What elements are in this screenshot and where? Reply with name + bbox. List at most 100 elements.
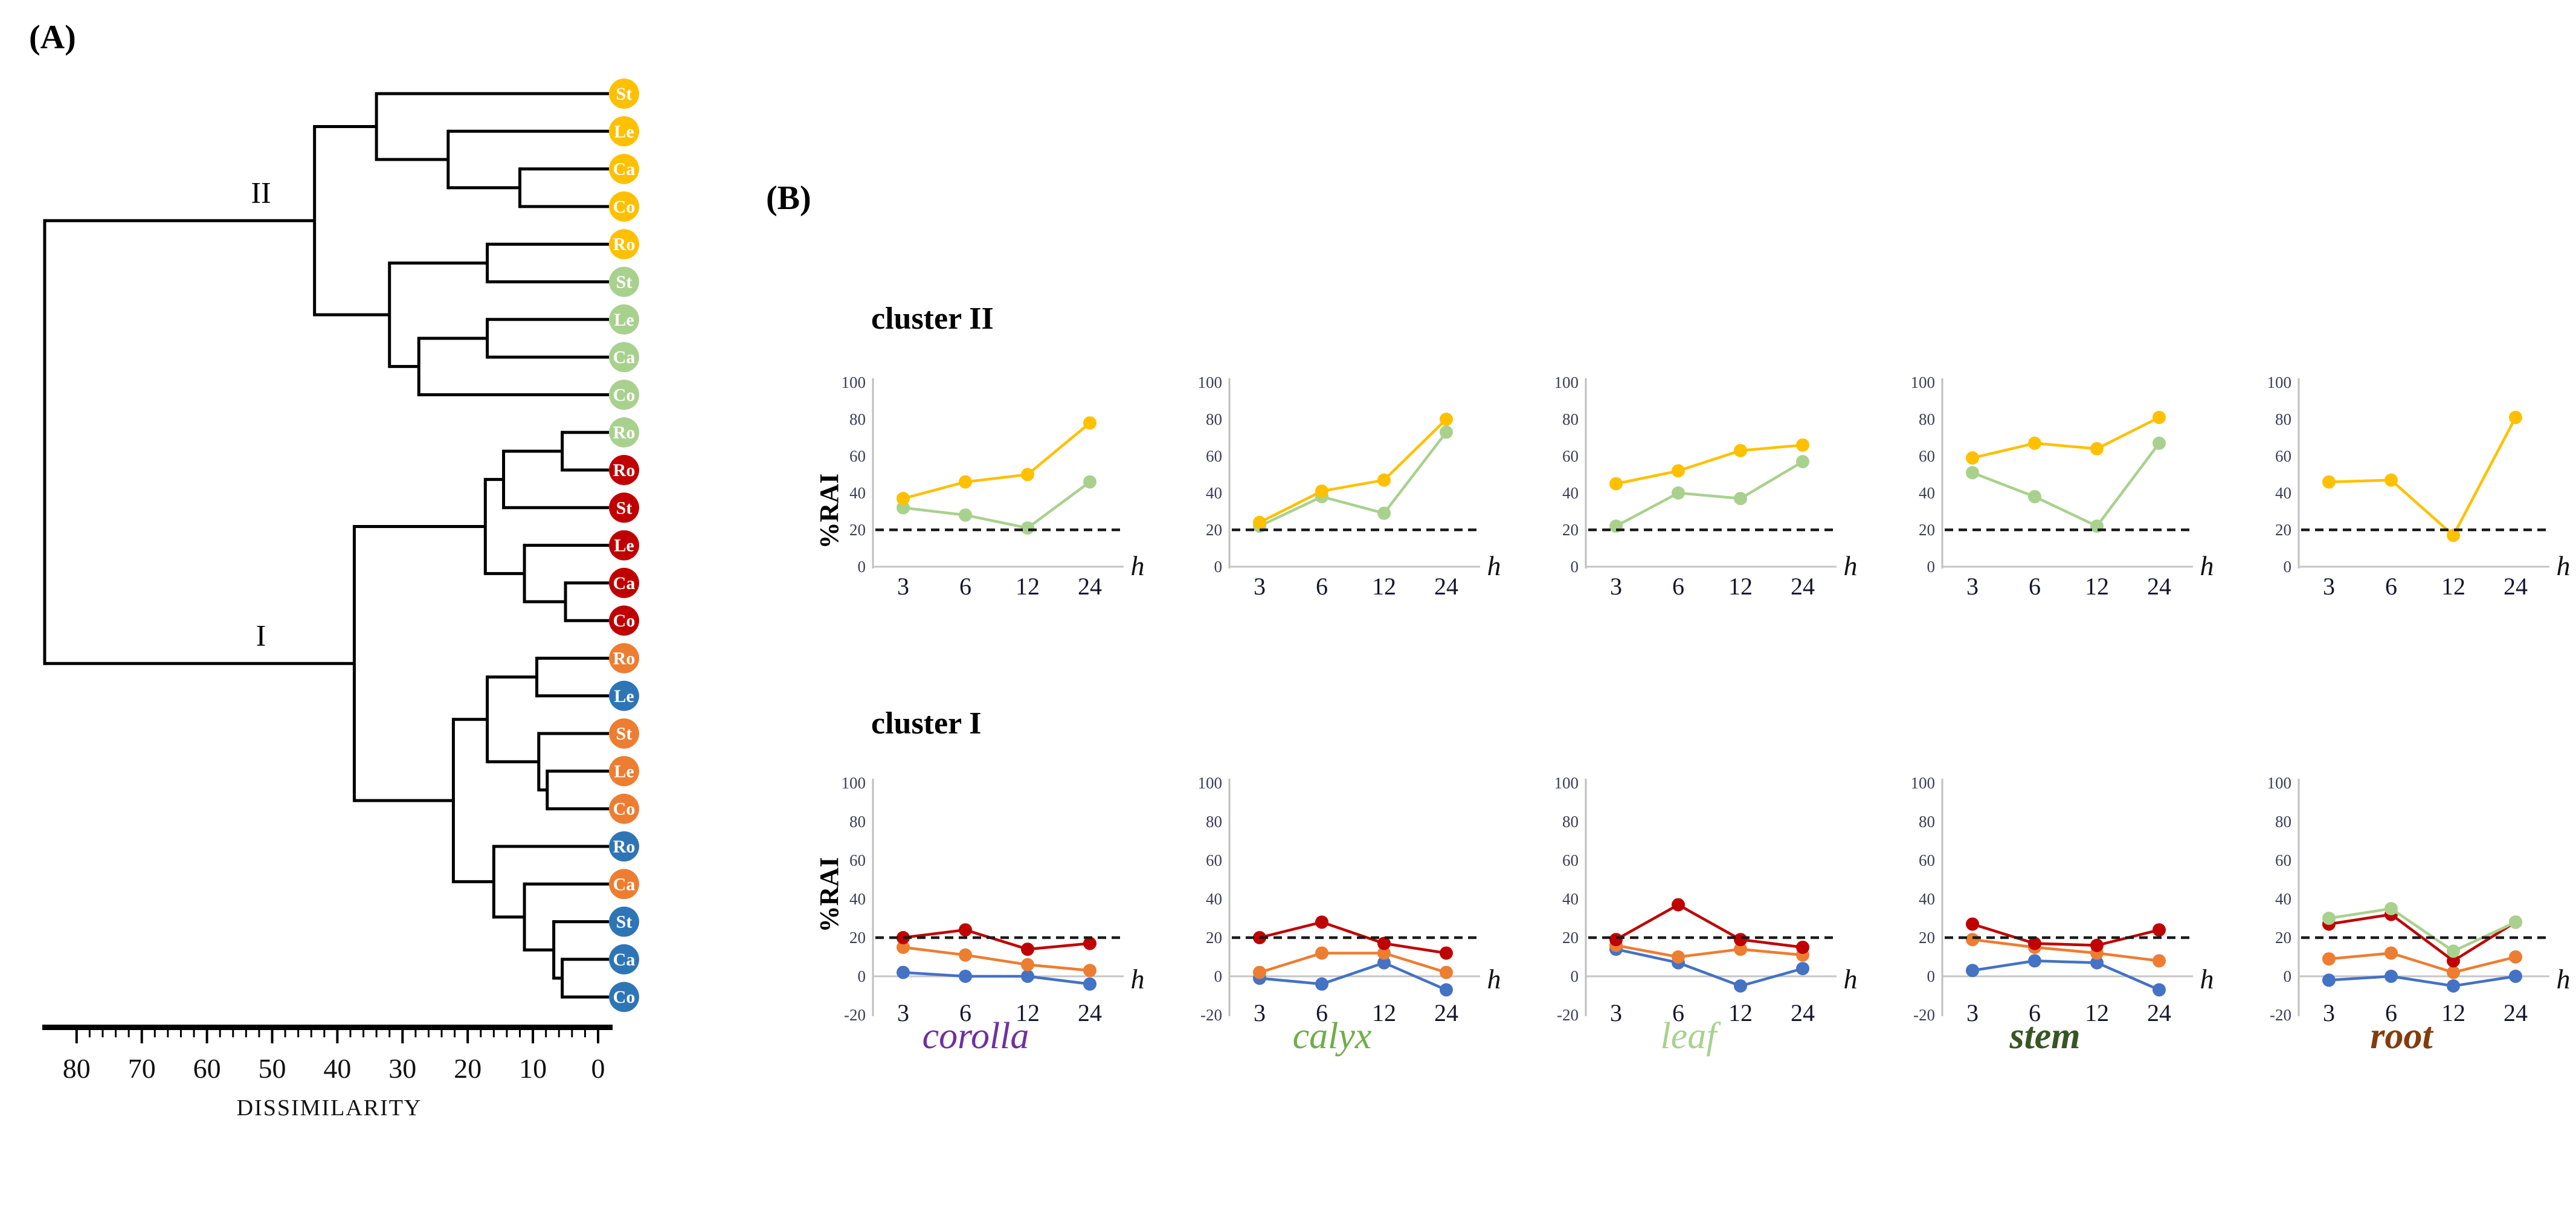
svg-text:6: 6 bbox=[1316, 573, 1328, 600]
leaf-node-Le-yellow bbox=[609, 116, 639, 147]
svg-text:80: 80 bbox=[63, 1053, 91, 1084]
data-point-green bbox=[2447, 944, 2460, 958]
organ-label-leaf: leaf bbox=[1660, 1016, 1717, 1057]
chart-cluster-I-calyx: -20 0 20 40 60 80 100 3 6 12 24 h bbox=[1198, 774, 1501, 1026]
data-point-blue bbox=[2153, 983, 2166, 997]
data-point-yellow bbox=[2028, 436, 2041, 450]
svg-text:70: 70 bbox=[128, 1053, 156, 1084]
svg-text:80: 80 bbox=[849, 410, 866, 428]
data-point-orange bbox=[1440, 965, 1453, 979]
data-point-green bbox=[1796, 455, 1809, 469]
data-point-yellow bbox=[1796, 438, 1809, 452]
panel-b-label: (B) bbox=[766, 179, 811, 217]
leaf-node-Ca-yellow bbox=[609, 153, 639, 184]
panel-a-label: (A) bbox=[29, 19, 76, 56]
data-point-yellow bbox=[1609, 477, 1623, 491]
svg-text:80: 80 bbox=[2275, 813, 2291, 831]
svg-text:24: 24 bbox=[1078, 999, 1102, 1026]
chart-axes: 0 20 40 60 80 100 3 6 12 24 h bbox=[842, 373, 1145, 600]
data-point-blue bbox=[2509, 970, 2522, 983]
svg-text:20: 20 bbox=[1562, 929, 1579, 947]
svg-text:St: St bbox=[616, 272, 633, 292]
leaf-node-Ca-blue bbox=[609, 944, 639, 974]
data-point-red bbox=[2153, 923, 2166, 937]
svg-text:Co: Co bbox=[613, 799, 636, 819]
svg-text:30: 30 bbox=[388, 1053, 416, 1084]
svg-text:Ca: Ca bbox=[613, 950, 636, 970]
svg-text:St: St bbox=[616, 724, 633, 744]
svg-text:6: 6 bbox=[2029, 573, 2041, 600]
svg-text:3: 3 bbox=[1610, 573, 1622, 600]
data-point-green bbox=[1377, 506, 1391, 520]
chart-axes: 0 20 40 60 80 100 3 6 12 24 h bbox=[1198, 373, 1501, 600]
data-point-green bbox=[1021, 521, 1034, 535]
svg-text:Ca: Ca bbox=[613, 159, 636, 179]
svg-text:6: 6 bbox=[959, 573, 971, 600]
svg-text:6: 6 bbox=[1316, 999, 1328, 1026]
series-red bbox=[1253, 915, 1453, 960]
series-yellow bbox=[2322, 410, 2522, 543]
data-point-orange bbox=[959, 948, 972, 962]
svg-text:40: 40 bbox=[1919, 484, 1935, 502]
svg-text:Le: Le bbox=[614, 536, 634, 556]
series-orange bbox=[2322, 946, 2522, 979]
svg-text:3: 3 bbox=[2323, 573, 2335, 600]
svg-text:20: 20 bbox=[1562, 521, 1579, 539]
svg-text:0: 0 bbox=[858, 967, 866, 985]
chart-axes: 0 20 40 60 80 100 3 6 12 24 h bbox=[1911, 373, 2214, 600]
organ-label-root: root bbox=[2370, 1016, 2433, 1057]
series-orange bbox=[1609, 938, 1809, 964]
series-blue bbox=[897, 965, 1096, 991]
svg-text:100: 100 bbox=[1554, 774, 1579, 792]
svg-text:0: 0 bbox=[2284, 558, 2292, 576]
series-orange bbox=[1253, 946, 1453, 979]
svg-text:20: 20 bbox=[454, 1053, 481, 1084]
series-yellow bbox=[1253, 413, 1453, 529]
chart-axes: -20 0 20 40 60 80 100 3 6 12 24 h bbox=[2267, 774, 2571, 1026]
leaf-node-Le-blue bbox=[609, 680, 639, 711]
svg-text:Le: Le bbox=[614, 121, 634, 141]
leaf-node-Co-green bbox=[609, 379, 639, 410]
data-point-yellow bbox=[2090, 442, 2104, 456]
data-point-red bbox=[1609, 933, 1623, 947]
svg-text:60: 60 bbox=[1562, 447, 1579, 465]
x-axis-label-h: h bbox=[1844, 550, 1858, 581]
data-point-yellow bbox=[1315, 484, 1328, 498]
svg-text:60: 60 bbox=[1206, 851, 1222, 869]
svg-text:24: 24 bbox=[1791, 573, 1815, 600]
leaf-node-Ro-yellow bbox=[609, 229, 639, 260]
data-point-orange bbox=[1966, 933, 1979, 947]
series-green bbox=[1609, 455, 1809, 533]
svg-text:24: 24 bbox=[1434, 999, 1458, 1026]
svg-text:12: 12 bbox=[1372, 999, 1396, 1026]
series-green bbox=[1966, 436, 2166, 533]
data-point-yellow bbox=[2384, 473, 2398, 487]
data-point-red bbox=[2028, 936, 2041, 950]
data-point-red bbox=[2090, 938, 2104, 952]
data-point-yellow bbox=[897, 492, 910, 506]
data-point-blue bbox=[1377, 956, 1391, 970]
data-point-yellow bbox=[959, 475, 972, 489]
data-point-green bbox=[1966, 466, 1979, 480]
data-point-blue bbox=[1966, 964, 1979, 978]
leaf-node-Co-red bbox=[609, 605, 639, 636]
leaf-node-St-orange bbox=[609, 718, 639, 749]
svg-text:40: 40 bbox=[2275, 484, 2291, 502]
data-point-red bbox=[1021, 942, 1034, 956]
svg-text:60: 60 bbox=[2275, 851, 2291, 869]
x-axis-label-h: h bbox=[1844, 964, 1858, 994]
leaf-node-Ro-orange bbox=[609, 643, 639, 674]
x-axis-label-h: h bbox=[2200, 964, 2214, 994]
data-point-red bbox=[1734, 933, 1747, 947]
svg-text:20: 20 bbox=[2275, 521, 2291, 539]
svg-text:20: 20 bbox=[1206, 521, 1222, 539]
data-point-red bbox=[1796, 941, 1809, 954]
data-point-green bbox=[1734, 492, 1747, 506]
data-point-yellow bbox=[1734, 443, 1747, 457]
data-point-blue bbox=[2322, 973, 2336, 987]
svg-text:100: 100 bbox=[1554, 373, 1579, 391]
svg-text:60: 60 bbox=[1919, 447, 1935, 465]
data-point-orange bbox=[2509, 950, 2522, 964]
row-title-cluster-ii: cluster II bbox=[871, 301, 994, 336]
svg-text:20: 20 bbox=[1206, 929, 1222, 947]
